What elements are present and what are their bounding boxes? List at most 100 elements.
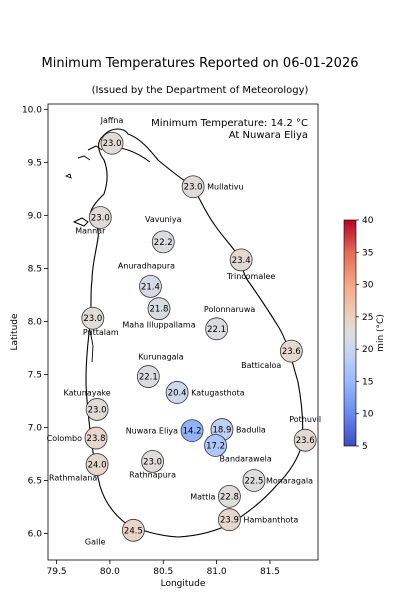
- x-tick-label: 81.5: [260, 567, 280, 577]
- colorbar-tick-label: 10: [362, 410, 374, 420]
- colorbar-label: min (°C): [376, 314, 386, 352]
- station-value-mannar: 23.0: [91, 213, 110, 223]
- station-marker-maha-illuppallama: [147, 297, 171, 321]
- station-label-anuradhapura: Anuradhapura: [118, 261, 175, 270]
- station-value-trincomalee: 23.4: [232, 256, 251, 266]
- station-label-mullativu: Mullativu: [207, 183, 243, 192]
- colorbar-tick-label: 35: [362, 248, 373, 258]
- station-label-hambanthota: Hambanthota: [243, 516, 298, 525]
- y-tick-label: 8.0: [28, 317, 43, 327]
- colorbar-tick-label: 5: [362, 442, 368, 452]
- station-value-polonnaruwa: 22.1: [207, 325, 226, 335]
- y-tick-label: 8.5: [28, 264, 42, 274]
- station-label-pothuvil: Pothuvil: [289, 415, 321, 424]
- station-marker-polonnaruwa: [205, 317, 229, 341]
- station-label-rathmalana: Rathmalana: [49, 474, 97, 483]
- station-marker-mannar: [88, 206, 112, 229]
- y-axis-ticks: 6.0 6.5 7.0 7.5 8.0 8.5 9.0 9.5 10.0: [22, 105, 48, 539]
- coastline-outline: [85, 128, 304, 538]
- station-marker-rathnapura: [141, 449, 164, 473]
- x-tick-label: 81.0: [207, 567, 227, 577]
- station-value-pothuvil: 23.6: [296, 436, 315, 446]
- station-marker-rathmalana: [85, 453, 109, 476]
- y-tick-label: 9.0: [28, 211, 43, 221]
- station-label-maha-illuppallama: Maha Illuppallama: [122, 321, 195, 330]
- station-value-bandarawela: 17.2: [206, 441, 225, 451]
- station-label-batticaloa: Batticaloa: [241, 361, 281, 370]
- map-subtitle: (Issued by the Department of Meteorology…: [91, 85, 309, 96]
- station-marker-vavuniya: [151, 230, 175, 254]
- station-marker-puttalam: [81, 306, 105, 330]
- mannar-island: [72, 217, 89, 227]
- station-marker-katugasthota: [165, 381, 189, 404]
- y-tick-label: 10.0: [22, 105, 42, 115]
- station-marker-monaragala: [242, 469, 266, 492]
- station-value-jaffna: 23.0: [103, 139, 122, 149]
- station-value-monaragala: 22.5: [244, 476, 263, 486]
- station-label-puttalam: Puttalam: [83, 328, 119, 337]
- x-tick-label: 79.5: [47, 567, 67, 577]
- station-label-mannar: Mannar: [75, 226, 106, 235]
- colorbar-tick-label: 20: [362, 345, 374, 355]
- colorbar-ticks: 5 10 15 20 25 30 35 40: [356, 216, 374, 452]
- station-marker-katunayake: [85, 398, 109, 421]
- station-label-jaffna: Jaffna: [100, 116, 124, 125]
- station-value-mattla: 22.8: [220, 492, 239, 502]
- station-markers: 23.0 Jaffna 23.0 Mullativu 23.0 Mannar 22.2 Vav…: [47, 116, 321, 546]
- station-value-kurunagala: 22.1: [139, 373, 158, 383]
- station-value-badulla: 18.9: [212, 426, 231, 436]
- station-marker-kurunagala: [136, 365, 160, 388]
- station-label-nuwara-eliya: Nuwara Eliya: [126, 427, 178, 436]
- map-title: Minimum Temperatures Reported on 06-01-2…: [41, 56, 359, 71]
- station-value-colombo: 23.8: [87, 434, 106, 444]
- station-label-monaragala: Monaragala: [266, 476, 313, 485]
- station-value-rathmalana: 24.0: [88, 461, 107, 471]
- station-label-colombo: Colombo: [47, 434, 82, 443]
- station-label-vavuniya: Vavuniya: [145, 215, 182, 224]
- station-value-maha-illuppallama: 21.8: [150, 305, 169, 315]
- station-marker-jaffna: [100, 131, 124, 155]
- station-value-rathnapura: 23.0: [143, 457, 162, 467]
- station-value-katugasthota: 20.4: [168, 388, 187, 398]
- station-value-anuradhapura: 21.4: [141, 282, 160, 292]
- colorbar-tick-label: 25: [362, 313, 373, 323]
- station-marker-colombo: [84, 426, 108, 450]
- station-label-trincomalee: Trincomalee: [226, 272, 275, 281]
- station-label-polonnaruwa: Polonnaruwa: [204, 305, 255, 314]
- station-label-rathnapura: Rathnapura: [129, 470, 176, 479]
- y-tick-label: 7.5: [28, 370, 42, 380]
- station-label-katugasthota: Katugasthota: [191, 388, 245, 397]
- annotation-line-1: Minimum Temperature: 14.2 °C: [151, 118, 308, 129]
- station-marker-bandarawela: [204, 434, 227, 457]
- colorbar-tick-label: 15: [362, 377, 373, 387]
- y-tick-label: 7.0: [28, 423, 43, 433]
- station-marker-mullativu: [181, 175, 205, 199]
- x-tick-label: 80.0: [100, 567, 120, 577]
- station-label-katunayake: Katunayake: [64, 388, 111, 397]
- station-value-galle: 24.5: [124, 526, 143, 536]
- small-islet: [64, 173, 72, 179]
- jaffna-coast: [77, 145, 151, 163]
- x-axis-ticks: 79.5 80.0 80.5 81.0 81.5: [47, 560, 280, 577]
- station-label-badulla: Badulla: [236, 426, 266, 435]
- kalpitiya-lagoon: [89, 329, 94, 363]
- station-value-mullativu: 23.0: [184, 183, 203, 193]
- station-marker-trincomalee: [229, 248, 253, 272]
- station-marker-mattla: [218, 484, 241, 508]
- y-tick-label: 6.0: [28, 529, 43, 539]
- annotation-line-2: At Nuwara Eliya: [229, 130, 308, 141]
- y-axis-label: Latitude: [10, 313, 20, 351]
- station-value-vavuniya: 22.2: [154, 238, 173, 248]
- station-value-puttalam: 23.0: [83, 314, 102, 324]
- station-marker-batticaloa: [279, 339, 303, 363]
- station-marker-nuwara-eliya: [180, 419, 204, 443]
- station-label-galle: Galle: [85, 537, 106, 546]
- colorbar-tick-label: 40: [362, 216, 374, 226]
- station-value-hambanthota: 23.9: [220, 516, 239, 526]
- colorbar: [343, 219, 357, 447]
- x-tick-label: 80.5: [153, 567, 173, 577]
- plot-frame: [47, 103, 319, 561]
- y-tick-label: 6.5: [28, 476, 42, 486]
- y-tick-label: 9.5: [28, 158, 42, 168]
- station-marker-galle: [121, 518, 145, 542]
